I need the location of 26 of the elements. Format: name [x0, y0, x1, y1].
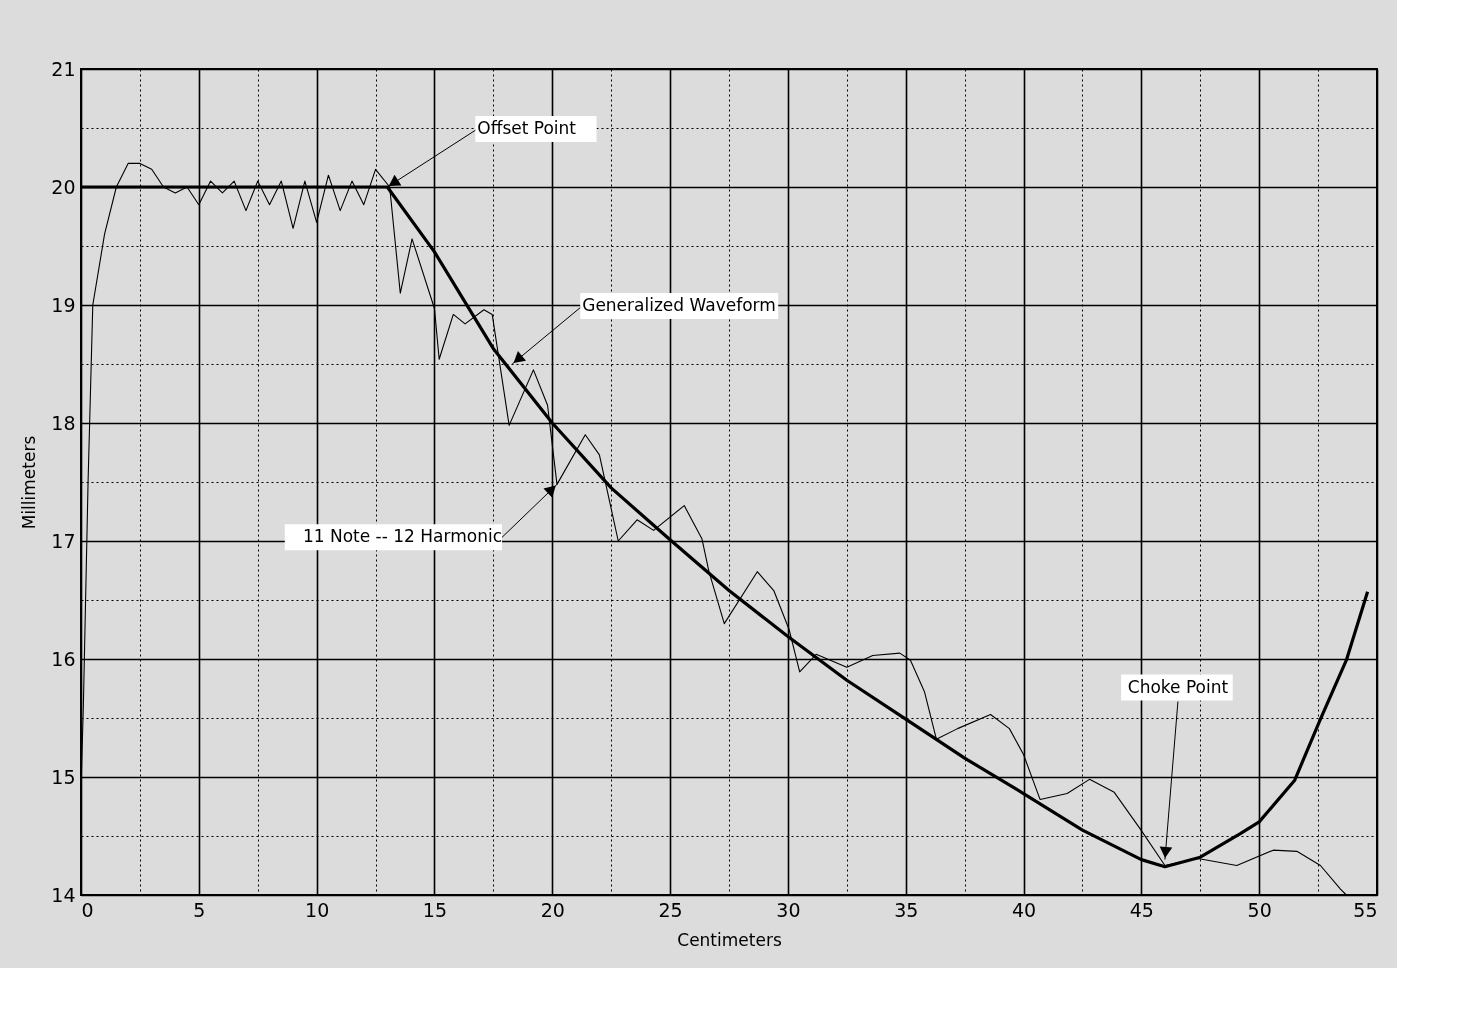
x-tick-label: 40 [1011, 898, 1037, 921]
x-tick-label: 15 [422, 898, 448, 921]
annotation: Generalized Waveform [582, 295, 776, 315]
x-tick-label: 50 [1247, 898, 1272, 921]
y-tick-label: 18 [51, 411, 76, 434]
annotation: 11 Note -- 12 Harmonic [302, 526, 502, 547]
y-axis-title: Millimeters [19, 435, 40, 530]
x-tick-label: 25 [658, 898, 683, 921]
y-tick-label: 20 [51, 175, 76, 198]
y-tick-label: 19 [51, 293, 76, 316]
y-tick-label: 15 [51, 765, 76, 788]
y-tick-label: 21 [51, 57, 76, 80]
x-axis-title: Centimeters [677, 929, 782, 950]
x-tick-label: 5 [193, 898, 206, 921]
y-tick-label: 17 [51, 529, 76, 552]
x-tick-label: 55 [1353, 898, 1378, 921]
annotation: Offset Point [477, 118, 577, 138]
x-tick-label: 0 [81, 898, 94, 921]
x-tick-label: 20 [540, 898, 565, 921]
annotation: Choke Point [1127, 676, 1229, 697]
x-tick-label: 35 [894, 898, 919, 921]
x-tick-label: 30 [776, 898, 801, 921]
y-tick-label: 16 [51, 647, 76, 670]
y-tick-label: 14 [51, 883, 76, 906]
x-tick-label: 10 [305, 898, 330, 921]
x-tick-label: 45 [1129, 898, 1154, 921]
